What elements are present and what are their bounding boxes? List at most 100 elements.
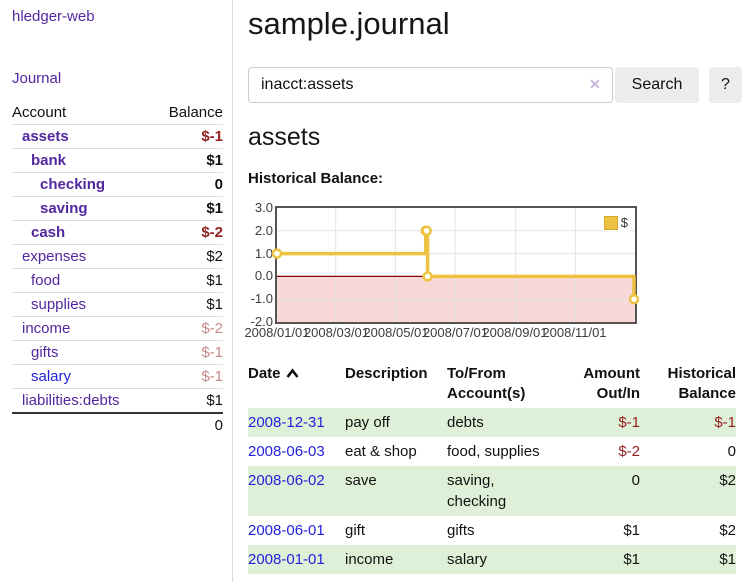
- main-content: sample.journal ✕ Search ? assets Histori…: [244, 0, 742, 574]
- search-button[interactable]: Search: [615, 67, 699, 103]
- account-balance: $-2: [152, 316, 223, 341]
- account-link-saving[interactable]: saving: [40, 200, 88, 217]
- account-row: bank $1: [12, 148, 223, 173]
- accounts-total-row: 0: [12, 412, 223, 437]
- balance-header: Historical Balance: [667, 365, 736, 402]
- x-tick-label: 2008/05/01: [363, 325, 429, 340]
- account-link-supplies[interactable]: supplies: [31, 296, 87, 313]
- account-row: checking 0: [12, 172, 223, 197]
- account-row: liabilities:debts $1: [12, 388, 223, 413]
- accounts-table: Account Balance assets $-1 bank $1 check…: [12, 100, 223, 437]
- register-table: Date Description To/From Account(s) Amou…: [248, 362, 736, 574]
- account-link-income[interactable]: income: [22, 320, 71, 337]
- transaction-description: income: [345, 551, 394, 568]
- tofrom-header: To/From Account(s): [447, 365, 526, 402]
- transaction-row[interactable]: 2008-01-01 income salary $1 $1: [248, 545, 736, 574]
- help-button[interactable]: ?: [709, 67, 742, 103]
- account-row: expenses $2: [12, 244, 223, 269]
- transaction-description: pay off: [345, 414, 390, 431]
- transaction-amount: 0: [631, 472, 640, 489]
- transaction-date-link[interactable]: 2008-01-01: [248, 551, 325, 568]
- transaction-amount: $-2: [618, 443, 640, 460]
- transaction-row[interactable]: 2008-12-31 pay off debts $-1 $-1: [248, 408, 736, 437]
- x-tick-label: 2008/09/01: [482, 325, 548, 340]
- transaction-row[interactable]: 2008-06-02 save saving, checking 0 $2: [248, 466, 736, 516]
- account-heading: assets: [248, 123, 321, 151]
- account-balance: $1: [152, 292, 223, 317]
- y-tick-label: 1.0: [254, 245, 273, 261]
- x-tick-label: 2008/07/01: [422, 325, 489, 340]
- account-row: saving $1: [12, 196, 223, 221]
- clear-search-icon[interactable]: ✕: [589, 76, 601, 92]
- transaction-accounts: gifts: [447, 522, 475, 539]
- account-balance: $1: [152, 148, 223, 173]
- transaction-balance: $1: [719, 551, 736, 568]
- transaction-accounts: saving, checking: [447, 472, 507, 510]
- balance-line-series: [271, 208, 640, 322]
- account-link-checking[interactable]: checking: [40, 176, 106, 193]
- transaction-date-link[interactable]: 2008-06-02: [248, 472, 325, 489]
- account-balance: $-1: [152, 364, 223, 389]
- accounts-total-balance: 0: [152, 412, 223, 437]
- account-link-liabilities-debts[interactable]: liabilities:debts: [22, 392, 120, 409]
- legend-swatch-icon: [603, 215, 618, 230]
- accounts-header-row: Account Balance: [12, 100, 223, 125]
- account-row: gifts $-1: [12, 340, 223, 365]
- app-brand-link[interactable]: hledger-web: [12, 8, 95, 25]
- x-tick-label: 2008/01/01: [244, 325, 310, 340]
- account-balance: $-1: [152, 340, 223, 365]
- transaction-amount: $-1: [618, 414, 640, 431]
- account-row: salary $-1: [12, 364, 223, 389]
- transaction-date-link[interactable]: 2008-12-31: [248, 414, 325, 431]
- transaction-amount: $1: [623, 551, 640, 568]
- page-title: sample.journal: [248, 6, 450, 41]
- account-link-gifts[interactable]: gifts: [31, 344, 59, 361]
- account-link-assets[interactable]: assets: [22, 128, 69, 145]
- transaction-description: save: [345, 472, 377, 489]
- account-link-food[interactable]: food: [31, 272, 61, 289]
- transaction-date-link[interactable]: 2008-06-01: [248, 522, 325, 539]
- account-link-cash[interactable]: cash: [31, 224, 66, 241]
- account-row: cash $-2: [12, 220, 223, 245]
- x-tick-label: 2008/03/01: [303, 325, 370, 340]
- account-balance: $1: [152, 196, 223, 221]
- account-link-salary[interactable]: salary: [31, 368, 72, 385]
- amount-header: Amount Out/In: [583, 365, 640, 402]
- account-row: food $1: [12, 268, 223, 293]
- account-row: supplies $1: [12, 292, 223, 317]
- account-row: assets $-1: [12, 124, 223, 149]
- account-row: income $-2: [12, 316, 223, 341]
- y-tick-label: -2.0: [250, 314, 273, 329]
- transaction-date-link[interactable]: 2008-06-03: [248, 443, 325, 460]
- transaction-balance: $-1: [714, 414, 736, 431]
- transaction-row[interactable]: 2008-06-03 eat & shop food, supplies $-2…: [248, 437, 736, 466]
- transaction-row[interactable]: 2008-06-01 gift gifts $1 $2: [248, 516, 736, 545]
- sort-by-date-header[interactable]: Date: [248, 362, 345, 408]
- sidebar: hledger-web Journal Account Balance asse…: [0, 0, 233, 582]
- transaction-accounts: salary: [447, 551, 488, 568]
- transaction-accounts: debts: [447, 414, 484, 431]
- account-link-expenses[interactable]: expenses: [22, 248, 87, 265]
- chart-legend: $: [601, 214, 630, 231]
- description-header: Description: [345, 365, 428, 382]
- account-link-bank[interactable]: bank: [31, 152, 67, 169]
- accounts-header-account: Account: [12, 104, 67, 121]
- account-balance: $1: [152, 268, 223, 293]
- historical-balance-chart: 3.0 2.0 1.0 0.0 -1.0 -2.0 $ 2008/01/01 2…: [244, 200, 742, 343]
- y-tick-label: 0.0: [254, 268, 273, 284]
- y-tick-label: 3.0: [254, 200, 273, 215]
- account-balance: $-1: [152, 124, 223, 149]
- sidebar-item-journal[interactable]: Journal: [12, 70, 62, 87]
- plot-area[interactable]: $: [271, 206, 640, 324]
- account-balance: $2: [152, 244, 223, 269]
- legend-label: $: [620, 215, 628, 230]
- search-form: ✕ Search ?: [248, 67, 742, 103]
- chart-title: Historical Balance:: [248, 170, 384, 187]
- x-tick-label: 2008/11/01: [542, 325, 607, 340]
- y-tick-label: -1.0: [250, 291, 273, 307]
- account-balance: $1: [152, 388, 223, 413]
- search-input[interactable]: [248, 67, 613, 103]
- transaction-accounts: food, supplies: [447, 443, 540, 460]
- date-header-label: Date: [248, 365, 281, 382]
- transaction-balance: 0: [727, 443, 736, 460]
